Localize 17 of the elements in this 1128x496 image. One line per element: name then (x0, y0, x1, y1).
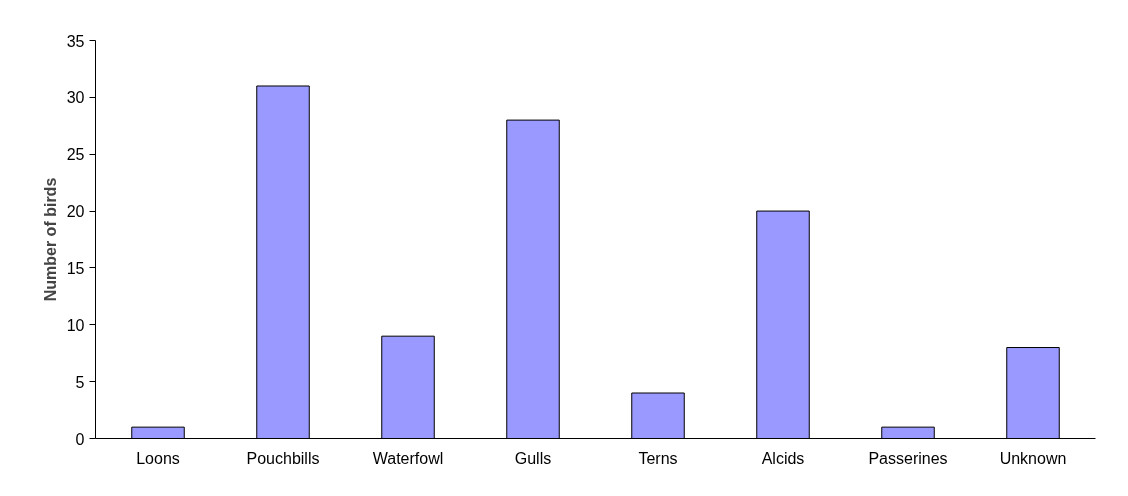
x-tick-label: Unknown (999, 449, 1067, 467)
y-tick-label: 25 (66, 146, 85, 164)
y-axis-title: Number of birds (41, 177, 59, 302)
x-tick-label: Alcids (761, 449, 805, 467)
y-tick-label: 35 (66, 32, 85, 50)
y-tick-label: 5 (75, 373, 85, 391)
x-tick-label: Pouchbills (246, 449, 320, 467)
y-tick-label: 20 (66, 203, 85, 221)
x-tick-label: Terns (638, 449, 678, 467)
y-tick-label: 10 (66, 316, 85, 334)
x-tick-label: Waterfowl (372, 449, 444, 467)
x-tick-label: Passerines (868, 449, 948, 467)
x-tick-label: Loons (136, 449, 180, 467)
x-tick-label: Gulls (514, 449, 552, 467)
y-tick-label: 30 (66, 89, 85, 107)
y-tick-label: 15 (66, 259, 85, 277)
y-tick-label: 0 (75, 430, 85, 448)
